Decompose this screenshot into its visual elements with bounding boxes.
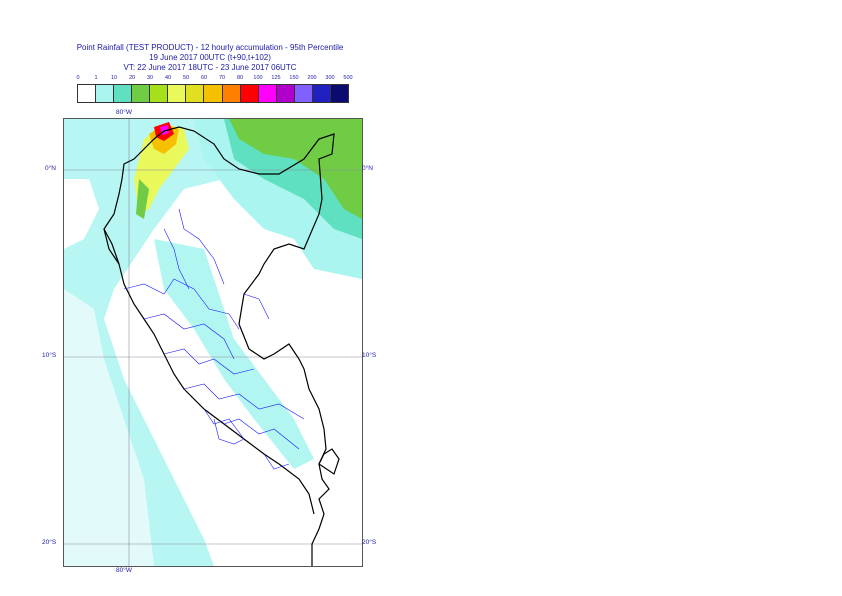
lat-label-right-20s: 20°S <box>362 539 377 546</box>
map-canvas <box>64 119 362 566</box>
legend-tick-labels: 0 1 10 20 30 40 50 60 70 80 100 125 150 200 300 500 <box>76 75 357 84</box>
legend-tick-label: 100 <box>253 75 263 81</box>
lat-label-right-10s: 10°S <box>362 352 377 359</box>
run-time: 19 June 2017 00UTC (t+90,t+102) <box>149 53 271 62</box>
legend-swatch <box>78 85 97 102</box>
lat-label-left-10s: 10°S <box>42 352 57 359</box>
rainfall-shading <box>64 119 362 566</box>
lon-label-bottom: 80°W <box>116 567 132 574</box>
legend-swatch <box>204 85 223 102</box>
legend-tick-label: 125 <box>271 75 281 81</box>
legend-swatch <box>222 85 241 102</box>
legend-tick-label: 40 <box>164 75 172 81</box>
legend-swatch <box>330 85 348 102</box>
lat-label-left-20s: 20°S <box>42 539 57 546</box>
legend-tick-label: 1 <box>94 75 98 81</box>
legend-swatch <box>168 85 187 102</box>
legend-swatch <box>114 85 133 102</box>
lon-label-top: 80°W <box>116 109 132 116</box>
legend-tick-label: 30 <box>146 75 154 81</box>
legend-tick-label: 20 <box>128 75 136 81</box>
legend-swatch <box>312 85 331 102</box>
chart-title: Point Rainfall (TEST PRODUCT) - 12 hourl… <box>76 43 344 52</box>
region-borders <box>123 208 305 470</box>
legend-swatch <box>276 85 295 102</box>
legend-tick-label: 70 <box>218 75 226 81</box>
legend-tick-label: 80 <box>236 75 244 81</box>
rainfall-map[interactable]: 0°N <box>63 118 363 567</box>
legend-swatch <box>96 85 115 102</box>
legend-tick-label: 0 <box>76 75 80 81</box>
legend-tick-label: 10 <box>110 75 118 81</box>
legend-swatch <box>150 85 169 102</box>
lat-label-left-0: 0°N <box>45 165 56 172</box>
legend-tick-label: 150 <box>289 75 299 81</box>
legend-swatch <box>258 85 277 102</box>
legend-swatch <box>132 85 151 102</box>
legend-swatch <box>186 85 205 102</box>
legend-swatch <box>294 85 313 102</box>
legend-tick-label: 60 <box>200 75 208 81</box>
color-legend: 0 1 10 20 30 40 50 60 70 80 100 125 150 200 300 500 <box>76 75 357 103</box>
legend-tick-label: 200 <box>307 75 317 81</box>
validity-time: VT: 22 June 2017 18UTC - 23 June 2017 06… <box>123 63 297 72</box>
legend-tick-label: 50 <box>182 75 190 81</box>
legend-tick-label: 300 <box>325 75 335 81</box>
legend-swatch <box>240 85 259 102</box>
legend-color-bar <box>77 84 349 103</box>
lat-label-right-0: 0°N <box>362 165 373 172</box>
legend-tick-label: 500 <box>343 75 353 81</box>
